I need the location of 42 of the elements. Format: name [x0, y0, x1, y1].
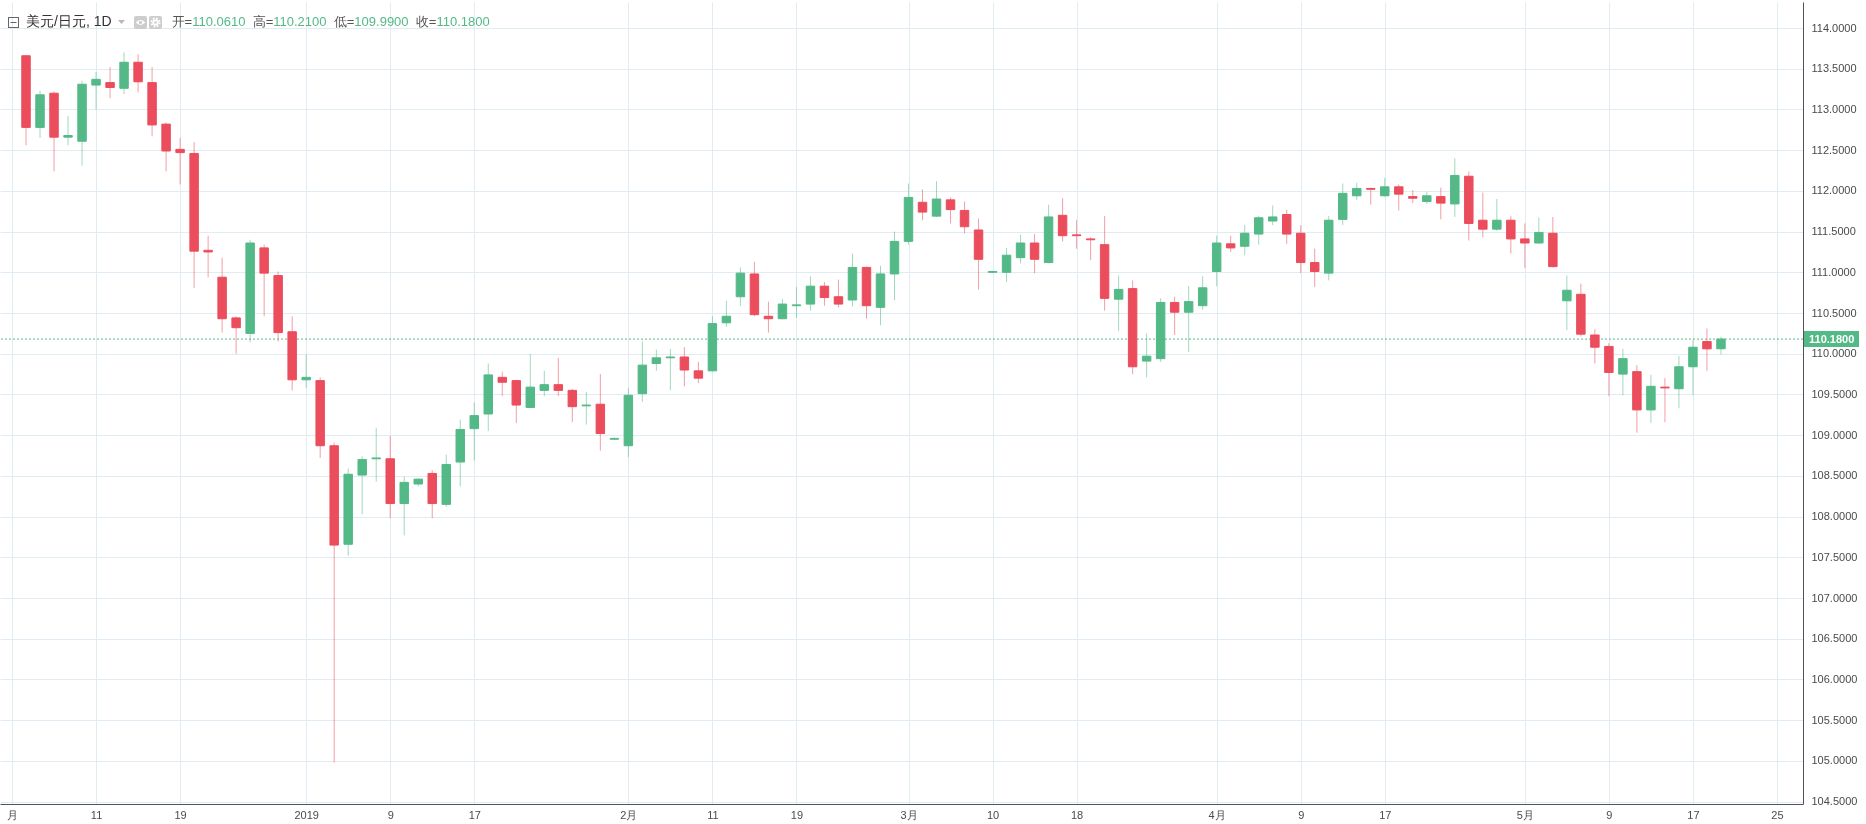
x-tick-label: 17: [1379, 808, 1392, 821]
y-tick-label: 113.5000: [1811, 62, 1857, 75]
text: 美元/日元, 1D: [26, 13, 112, 31]
x-tick-label: 18: [1070, 808, 1084, 821]
y-tick-label: 105.0000: [1811, 754, 1858, 767]
y-tick-label: 107.5000: [1811, 550, 1858, 563]
y-tick-label: 110.0000: [1811, 347, 1857, 360]
x-tick-label: 19: [174, 808, 187, 821]
x-tick-label: 4月: [1208, 808, 1226, 821]
y-tick-label: 105.5000: [1811, 713, 1858, 726]
y-tick-label: 113.0000: [1811, 102, 1857, 115]
y-tick-label: 112.0000: [1811, 184, 1857, 197]
y-tick-label: 112.5000: [1811, 143, 1857, 156]
y-tick-label: 114.0000: [1811, 21, 1857, 34]
x-tick-label: 17: [1687, 808, 1700, 821]
y-tick-label: 111.0000: [1811, 265, 1856, 278]
x-tick-label: 2月: [620, 808, 638, 821]
x-tick-label: 11: [707, 808, 719, 821]
ref-line-label: 110.1800: [1804, 331, 1860, 348]
y-tick-label: 110.5000: [1811, 306, 1857, 319]
y-tick-label: 108.0000: [1811, 510, 1858, 523]
y-tick-label: 109.0000: [1811, 428, 1858, 441]
y-tick-label: 111.5000: [1811, 225, 1856, 238]
x-tick-label: 17: [468, 808, 481, 821]
y-tick-label: 108.5000: [1811, 469, 1858, 482]
x-tick-label: 9: [1298, 808, 1305, 821]
text: 开=110.0610 高=110.2100 低=109.9900 收=110.1800: [171, 14, 490, 29]
x-tick-label: 11: [90, 808, 103, 821]
y-tick-label: 106.0000: [1811, 672, 1858, 685]
y-tick-label: 104.5000: [1811, 795, 1858, 808]
x-tick-label: 5月: [1516, 808, 1534, 821]
x-tick-label: 9: [1606, 808, 1613, 821]
x-tick-label: 2019: [294, 808, 319, 821]
y-tick-label: 109.5000: [1811, 387, 1858, 400]
y-tick-label: 106.5000: [1811, 632, 1858, 645]
x-tick-label: 25: [1771, 808, 1784, 821]
x-tick-label: 9: [387, 808, 394, 821]
y-tick-label: 107.0000: [1811, 591, 1858, 604]
x-tick-label: 3月: [900, 808, 918, 821]
x-tick-label: 19: [790, 808, 804, 821]
x-tick-label: 月: [7, 808, 18, 821]
x-tick-label: 10: [986, 808, 1000, 821]
